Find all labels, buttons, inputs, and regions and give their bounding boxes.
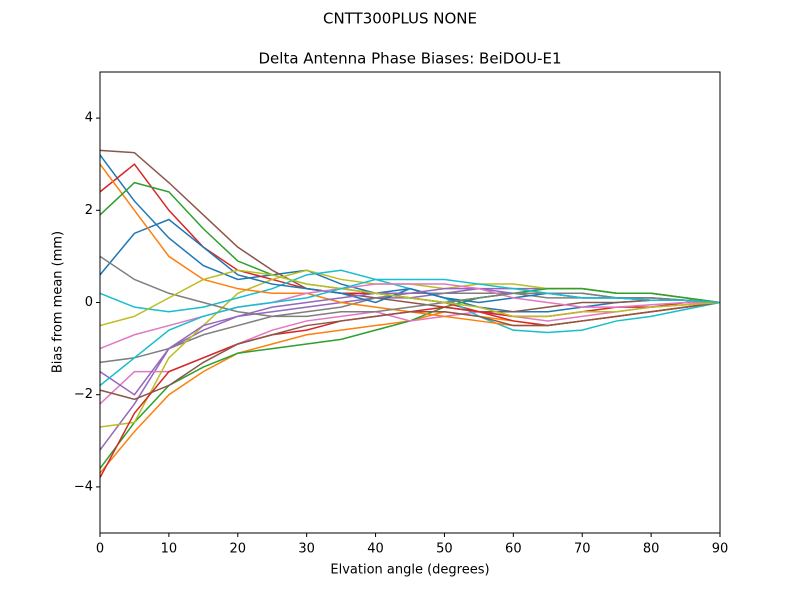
x-tick-label: 30 bbox=[298, 542, 315, 557]
series-line bbox=[99, 301, 720, 479]
chart-title: Delta Antenna Phase Biases: BeiDOU-E1 bbox=[259, 50, 562, 68]
x-axis-label: Elvation angle (degrees) bbox=[330, 563, 489, 578]
x-tick-label: 10 bbox=[161, 542, 178, 557]
plot-area bbox=[99, 149, 721, 479]
x-tick-label: 20 bbox=[230, 542, 247, 557]
y-tick-label: −2 bbox=[74, 387, 93, 402]
x-tick-label: 70 bbox=[574, 542, 591, 557]
x-tick-label: 60 bbox=[505, 542, 522, 557]
x-tick-label: 0 bbox=[96, 542, 104, 557]
x-tick-label: 50 bbox=[436, 542, 453, 557]
y-tick-label: 2 bbox=[85, 203, 93, 218]
x-tick-label: 80 bbox=[643, 542, 660, 557]
series-line bbox=[99, 301, 721, 405]
series-line bbox=[99, 218, 721, 304]
series-line bbox=[99, 292, 721, 364]
series-line bbox=[99, 149, 721, 313]
y-tick-label: 4 bbox=[85, 111, 93, 126]
series-line bbox=[99, 301, 721, 474]
series-line bbox=[99, 278, 721, 387]
x-tick-label: 40 bbox=[367, 542, 384, 557]
suptitle: CNTT300PLUS NONE bbox=[323, 10, 477, 28]
x-tick-label: 90 bbox=[712, 542, 729, 557]
y-tick-label: 0 bbox=[85, 295, 93, 310]
series-line bbox=[99, 301, 721, 401]
series-line bbox=[99, 269, 721, 327]
y-tick-label: −4 bbox=[74, 479, 93, 494]
y-axis-label: Bias from mean (mm) bbox=[51, 231, 66, 373]
